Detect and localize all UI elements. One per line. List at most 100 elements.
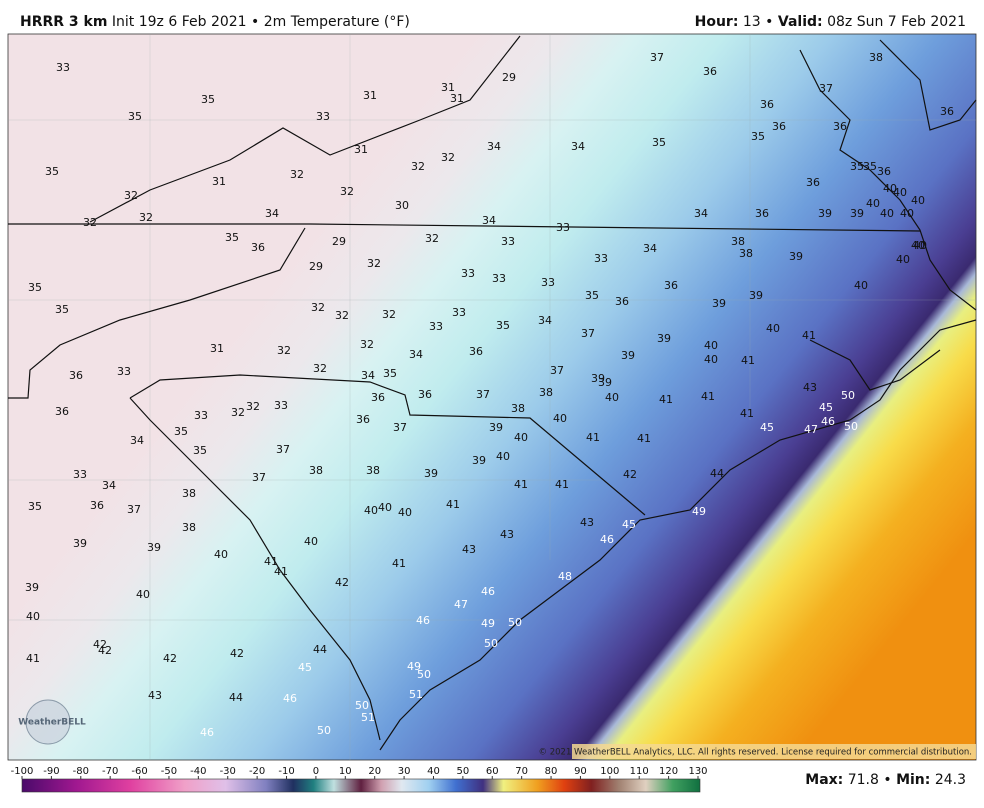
logo-text: WeatherBELL [18, 718, 86, 728]
temperature-label: 31 [363, 89, 377, 102]
temperature-label: 40 [304, 535, 318, 548]
temperature-label: 39 [598, 376, 612, 389]
temperature-label: 40 [883, 182, 897, 195]
colorbar-tick-label: 60 [486, 766, 499, 777]
state-border [129, 374, 646, 516]
temperature-label: 40 [364, 504, 378, 517]
temperature-label: 35 [28, 500, 42, 513]
hour: 13 [743, 14, 761, 30]
temperature-label: 35 [28, 281, 42, 294]
max-label: Max: [805, 772, 843, 788]
temperature-label: 39 [818, 207, 832, 220]
temperature-label: 31 [210, 342, 224, 355]
temperature-label: 42 [335, 576, 349, 589]
temperature-label: 43 [803, 381, 817, 394]
temperature-label: 51 [361, 711, 375, 724]
temperature-label: 44 [313, 643, 327, 656]
temperature-label: 32 [335, 309, 349, 322]
colorbar-tick-label: -80 [73, 766, 89, 777]
county-lines [8, 34, 976, 760]
colorbar-tick-label: 90 [574, 766, 587, 777]
temperature-label: 41 [659, 393, 673, 406]
temperature-label: 36 [469, 345, 483, 358]
field: 2m Temperature (°F) [264, 14, 410, 30]
temperature-label: 36 [760, 98, 774, 111]
temperature-field [7, 33, 977, 761]
temperature-label: 30 [395, 199, 409, 212]
temperature-label: 39 [472, 454, 486, 467]
temperature-label: 36 [755, 207, 769, 220]
model: HRRR 3 km [20, 14, 107, 30]
colorbar-tick-label: 10 [339, 766, 352, 777]
state-border [129, 397, 381, 741]
temperature-label: 40 [514, 431, 528, 444]
temperature-label: 32 [139, 211, 153, 224]
temperature-label: 32 [340, 185, 354, 198]
valid: 08z Sun 7 Feb 2021 [827, 14, 966, 30]
temperature-label: 37 [476, 388, 490, 401]
temperature-label: 38 [182, 487, 196, 500]
temperature-label: 50 [317, 724, 331, 737]
temperature-label: 37 [650, 51, 664, 64]
temperature-label: 40 [893, 186, 907, 199]
temperature-label: 36 [55, 405, 69, 418]
temperature-label: 29 [502, 71, 516, 84]
temperature-label: 33 [429, 320, 443, 333]
colorbar-tick-label: -100 [11, 766, 34, 777]
logo: WeatherBELL [18, 699, 86, 745]
temperature-label: 36 [418, 388, 432, 401]
temperature-label: 46 [200, 726, 214, 739]
temperature-label: 47 [804, 423, 818, 436]
temperature-label: 37 [581, 327, 595, 340]
borders [8, 35, 977, 751]
temperature-label: 34 [102, 479, 116, 492]
temperature-label: 41 [555, 478, 569, 491]
temperature-label: 47 [454, 598, 468, 611]
temperature-label: 36 [833, 120, 847, 133]
temperature-label: 35 [55, 303, 69, 316]
temperature-label: 38 [511, 402, 525, 415]
temperature-label: 50 [844, 420, 858, 433]
temperature-label: 40 [911, 239, 925, 252]
temperature-label: 32 [290, 168, 304, 181]
temperature-label: 36 [615, 295, 629, 308]
temperature-label: 32 [382, 308, 396, 321]
colorbar-tick-label: 100 [600, 766, 619, 777]
colorbar-tick-label: 30 [398, 766, 411, 777]
temperature-label: 33 [117, 365, 131, 378]
colorbar-tick-label: -20 [249, 766, 265, 777]
temperature-label: 32 [231, 406, 245, 419]
temperature-label: 41 [26, 652, 40, 665]
temperature-label: 34 [538, 314, 552, 327]
temperature-label: 40 [605, 391, 619, 404]
temperature-label: 41 [264, 555, 278, 568]
temperature-label: 33 [461, 267, 475, 280]
temperature-label: 35 [128, 110, 142, 123]
temperature-label: 36 [371, 391, 385, 404]
state-border [89, 35, 521, 223]
temperature-label: 34 [130, 434, 144, 447]
colorbar-tick-label: 50 [457, 766, 470, 777]
colorbar-tick-label: 40 [427, 766, 440, 777]
colorbar-tick-label: -90 [43, 766, 59, 777]
temperature-label: 39 [489, 421, 503, 434]
copyright-bg [572, 744, 976, 759]
map: 33 35 35 31 31 31 29 33 37 36 38 37 36 36 36 36 35 35 34 34… [7, 33, 977, 761]
temperature-label: 46 [600, 533, 614, 546]
temperature-label: 39 [789, 250, 803, 263]
temperature-label: 40 [136, 588, 150, 601]
temperature-label: 34 [694, 207, 708, 220]
temperature-label: 50 [417, 668, 431, 681]
temperature-label: 36 [664, 279, 678, 292]
temperature-label: 49 [407, 660, 421, 673]
temperature-label: 31 [354, 143, 368, 156]
temperature-label: 37 [276, 443, 290, 456]
temperature-label: 46 [283, 692, 297, 705]
temperature-label: 45 [760, 421, 774, 434]
colorbar-tick-label: 80 [545, 766, 558, 777]
temperature-label: 33 [194, 409, 208, 422]
temperature-label: 33 [56, 61, 70, 74]
colorbar-tick-label: 70 [515, 766, 528, 777]
separator: • [251, 14, 259, 30]
temperature-label: 41 [586, 431, 600, 444]
